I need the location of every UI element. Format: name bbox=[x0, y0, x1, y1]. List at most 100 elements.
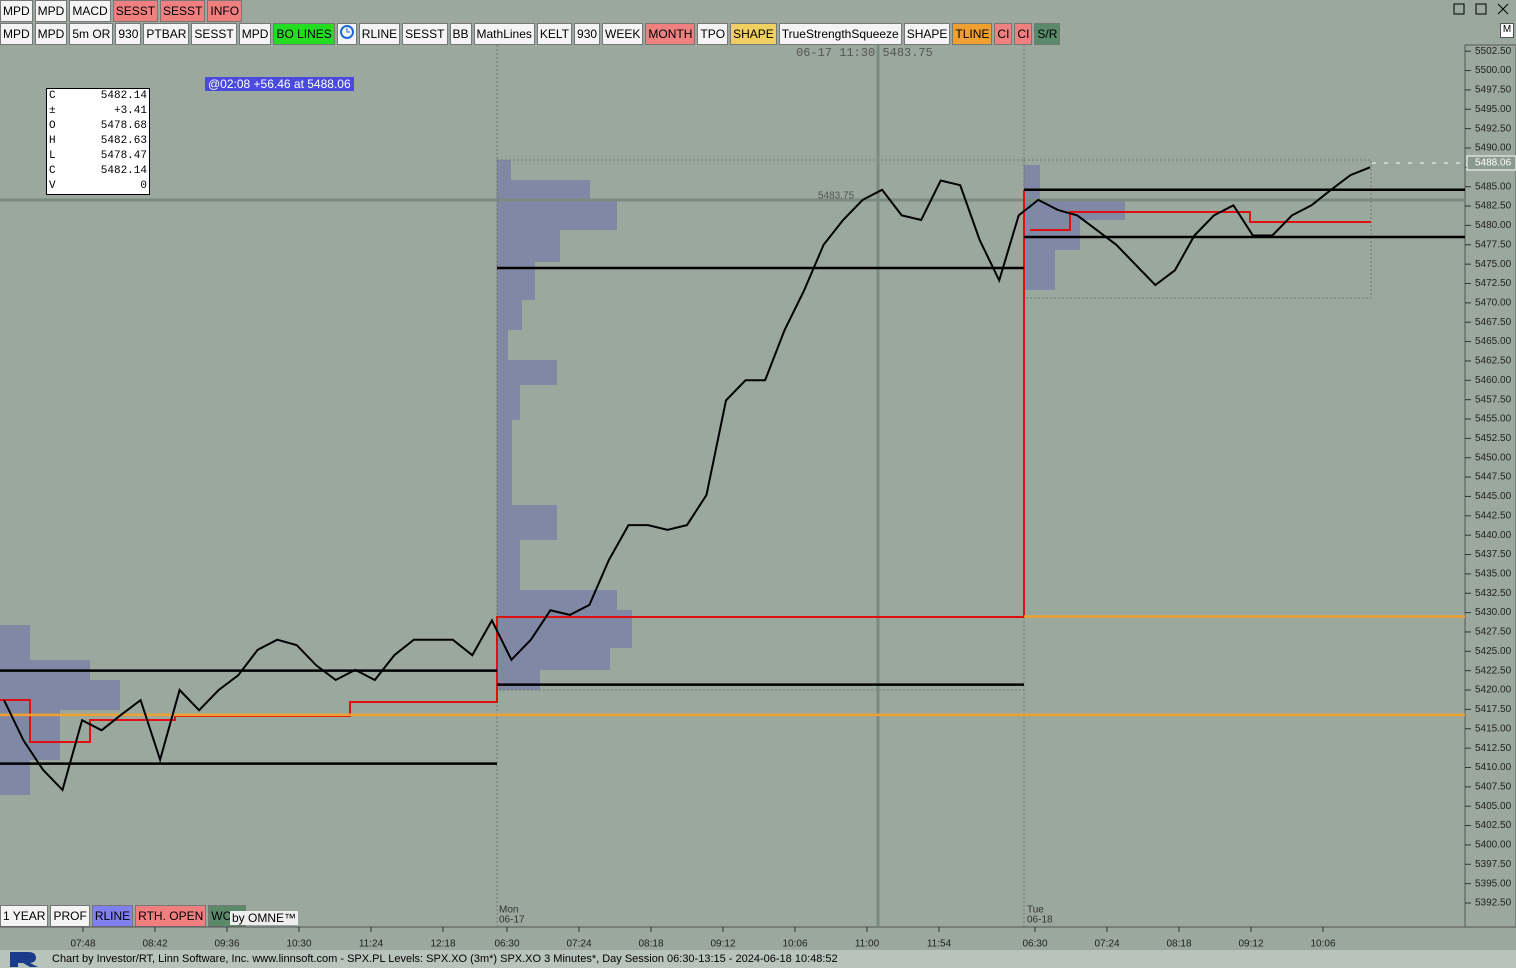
y-tick-label: 5467.50 bbox=[1475, 317, 1512, 328]
y-tick-label: 5502.50 bbox=[1475, 46, 1512, 57]
window-controls[interactable] bbox=[1453, 3, 1509, 15]
y-tick-label: 5402.50 bbox=[1475, 820, 1512, 831]
x-tick-label: 09:12 bbox=[710, 939, 735, 950]
x-tick-label: 08:42 bbox=[142, 939, 167, 950]
y-tick-label: 5462.50 bbox=[1475, 356, 1512, 367]
y-tick-label: 5492.50 bbox=[1475, 123, 1512, 134]
toolbar-button[interactable]: 930 bbox=[574, 23, 601, 45]
info-row: L 5478.47 bbox=[49, 149, 147, 164]
toolbar-button[interactable]: MPD bbox=[238, 23, 272, 45]
toolbar-button[interactable]: SHAPE bbox=[903, 23, 951, 45]
y-tick-label: 5440.00 bbox=[1475, 530, 1512, 541]
toolbar-indicators: MPD MPD 5m OR 930 PTBAR SESST MPD BO LINES RLINE… bbox=[0, 23, 1061, 45]
info-row: C 5482.14 bbox=[49, 89, 147, 104]
volume-profile bbox=[497, 160, 632, 690]
x-tick-label: 11:54 bbox=[927, 939, 952, 950]
toolbar-button[interactable]: 930 bbox=[115, 23, 142, 45]
y-tick-label: 5425.00 bbox=[1475, 646, 1512, 657]
y-tick-label: 5447.50 bbox=[1475, 472, 1512, 483]
info-row: H 5482.63 bbox=[49, 134, 147, 149]
y-tick-label: 5455.00 bbox=[1475, 414, 1512, 425]
toolbar-button[interactable]: TLINE bbox=[952, 23, 993, 45]
toolbar-button[interactable]: SESST bbox=[191, 23, 237, 45]
toolbar-button[interactable]: BB bbox=[449, 23, 472, 45]
y-tick-label: 5445.00 bbox=[1475, 491, 1512, 502]
toolbar-button[interactable]: MACD bbox=[69, 0, 111, 22]
rline bbox=[1030, 211, 1371, 231]
info-row: C 5482.14 bbox=[49, 164, 147, 179]
price-marker: 5483.75 bbox=[818, 191, 855, 202]
toolbar-top: MPD MPD MACD SESST SESST INFO bbox=[0, 0, 243, 22]
toolbar-button[interactable]: MPD bbox=[34, 0, 68, 22]
toolbar-button[interactable]: RLINE bbox=[358, 23, 401, 45]
clock-icon[interactable] bbox=[336, 23, 357, 45]
toolbar-button[interactable]: S/R bbox=[1034, 23, 1061, 45]
y-tick-label: 5430.00 bbox=[1475, 607, 1512, 618]
y-tick-label: 5422.50 bbox=[1475, 665, 1512, 676]
info-key: ± bbox=[49, 105, 56, 117]
y-tick-label: 5415.00 bbox=[1475, 723, 1512, 734]
toolbar-button[interactable]: TrueStrengthSqueeze bbox=[778, 23, 902, 45]
toolbar-button[interactable]: SESST bbox=[160, 0, 206, 22]
info-key: C bbox=[49, 90, 56, 102]
toolbar-button[interactable]: WEEK bbox=[602, 23, 644, 45]
x-tick-label: 12:18 bbox=[430, 939, 455, 950]
corner-button[interactable]: M bbox=[1500, 23, 1514, 38]
x-tick-label: 09:12 bbox=[1238, 939, 1263, 950]
toolbar-button[interactable]: CI bbox=[994, 23, 1013, 45]
y-tick-label: 5412.50 bbox=[1475, 743, 1512, 754]
toolbar-button[interactable]: CI bbox=[1014, 23, 1033, 45]
x-tick-label: 11:00 bbox=[855, 939, 880, 950]
footer: Chart by Investor/RT, Linn Software, Inc… bbox=[0, 950, 1516, 968]
y-tick-label: 5497.50 bbox=[1475, 85, 1512, 96]
y-tick-label: 5427.50 bbox=[1475, 627, 1512, 638]
last-price-label: 5488.06 bbox=[1475, 158, 1512, 169]
toolbar-button[interactable]: MONTH bbox=[645, 23, 696, 45]
brand: by OMNE™ bbox=[230, 911, 299, 925]
toolbar-button[interactable]: MPD bbox=[34, 23, 68, 45]
last-price-tag bbox=[1466, 155, 1516, 171]
volume-profile bbox=[1024, 165, 1125, 290]
y-tick-label: 5500.00 bbox=[1475, 65, 1512, 76]
toolbar-button[interactable]: SHAPE bbox=[730, 23, 777, 45]
toolbar-button[interactable]: PTBAR bbox=[143, 23, 190, 45]
toolbar-button[interactable]: SESST bbox=[402, 23, 448, 45]
info-value: 5482.14 bbox=[100, 90, 147, 102]
y-tick-label: 5457.50 bbox=[1475, 394, 1512, 405]
toolbar-button[interactable]: RTH. OPEN bbox=[135, 905, 207, 927]
x-tick-label: 11:24 bbox=[359, 939, 384, 950]
day-label: Mon bbox=[499, 905, 518, 916]
toolbar-button[interactable]: RLINE bbox=[91, 905, 134, 927]
cursor-label: @02:08 +56.46 at 5488.06 bbox=[205, 77, 354, 91]
y-tick-label: 5395.00 bbox=[1475, 878, 1512, 889]
toolbar-button[interactable]: TPO bbox=[697, 23, 729, 45]
y-tick-label: 5392.50 bbox=[1475, 898, 1512, 909]
y-tick-label: 5397.50 bbox=[1475, 859, 1512, 870]
info-value: 0 bbox=[140, 180, 147, 192]
toolbar-button[interactable]: SESST bbox=[112, 0, 159, 22]
toolbar-button[interactable]: MathLines bbox=[473, 23, 535, 45]
toolbar-button[interactable]: KELT bbox=[536, 23, 573, 45]
toolbar-button[interactable]: INFO bbox=[207, 0, 243, 22]
y-tick-label: 5400.00 bbox=[1475, 840, 1512, 851]
x-tick-label: 07:24 bbox=[566, 939, 591, 950]
x-tick-label: 07:24 bbox=[1094, 939, 1119, 950]
x-tick-label: 10:06 bbox=[782, 939, 807, 950]
toolbar-button[interactable]: 5m OR bbox=[69, 23, 114, 45]
toolbar-button[interactable]: MPD bbox=[0, 23, 33, 45]
y-tick-label: 5450.00 bbox=[1475, 452, 1512, 463]
info-key: V bbox=[49, 180, 56, 192]
info-value: 5478.47 bbox=[100, 150, 147, 162]
y-tick-label: 5407.50 bbox=[1475, 781, 1512, 792]
y-tick-label: 5420.00 bbox=[1475, 685, 1512, 696]
info-value: +3.41 bbox=[113, 105, 147, 117]
x-tick-label: 10:30 bbox=[286, 939, 311, 950]
x-tick-label: 09:36 bbox=[214, 939, 239, 950]
info-row: O 5478.68 bbox=[49, 119, 147, 134]
y-tick-label: 5432.50 bbox=[1475, 588, 1512, 599]
toolbar-button[interactable]: MPD bbox=[0, 0, 33, 22]
toolbar-button[interactable]: BO LINES bbox=[273, 23, 335, 45]
